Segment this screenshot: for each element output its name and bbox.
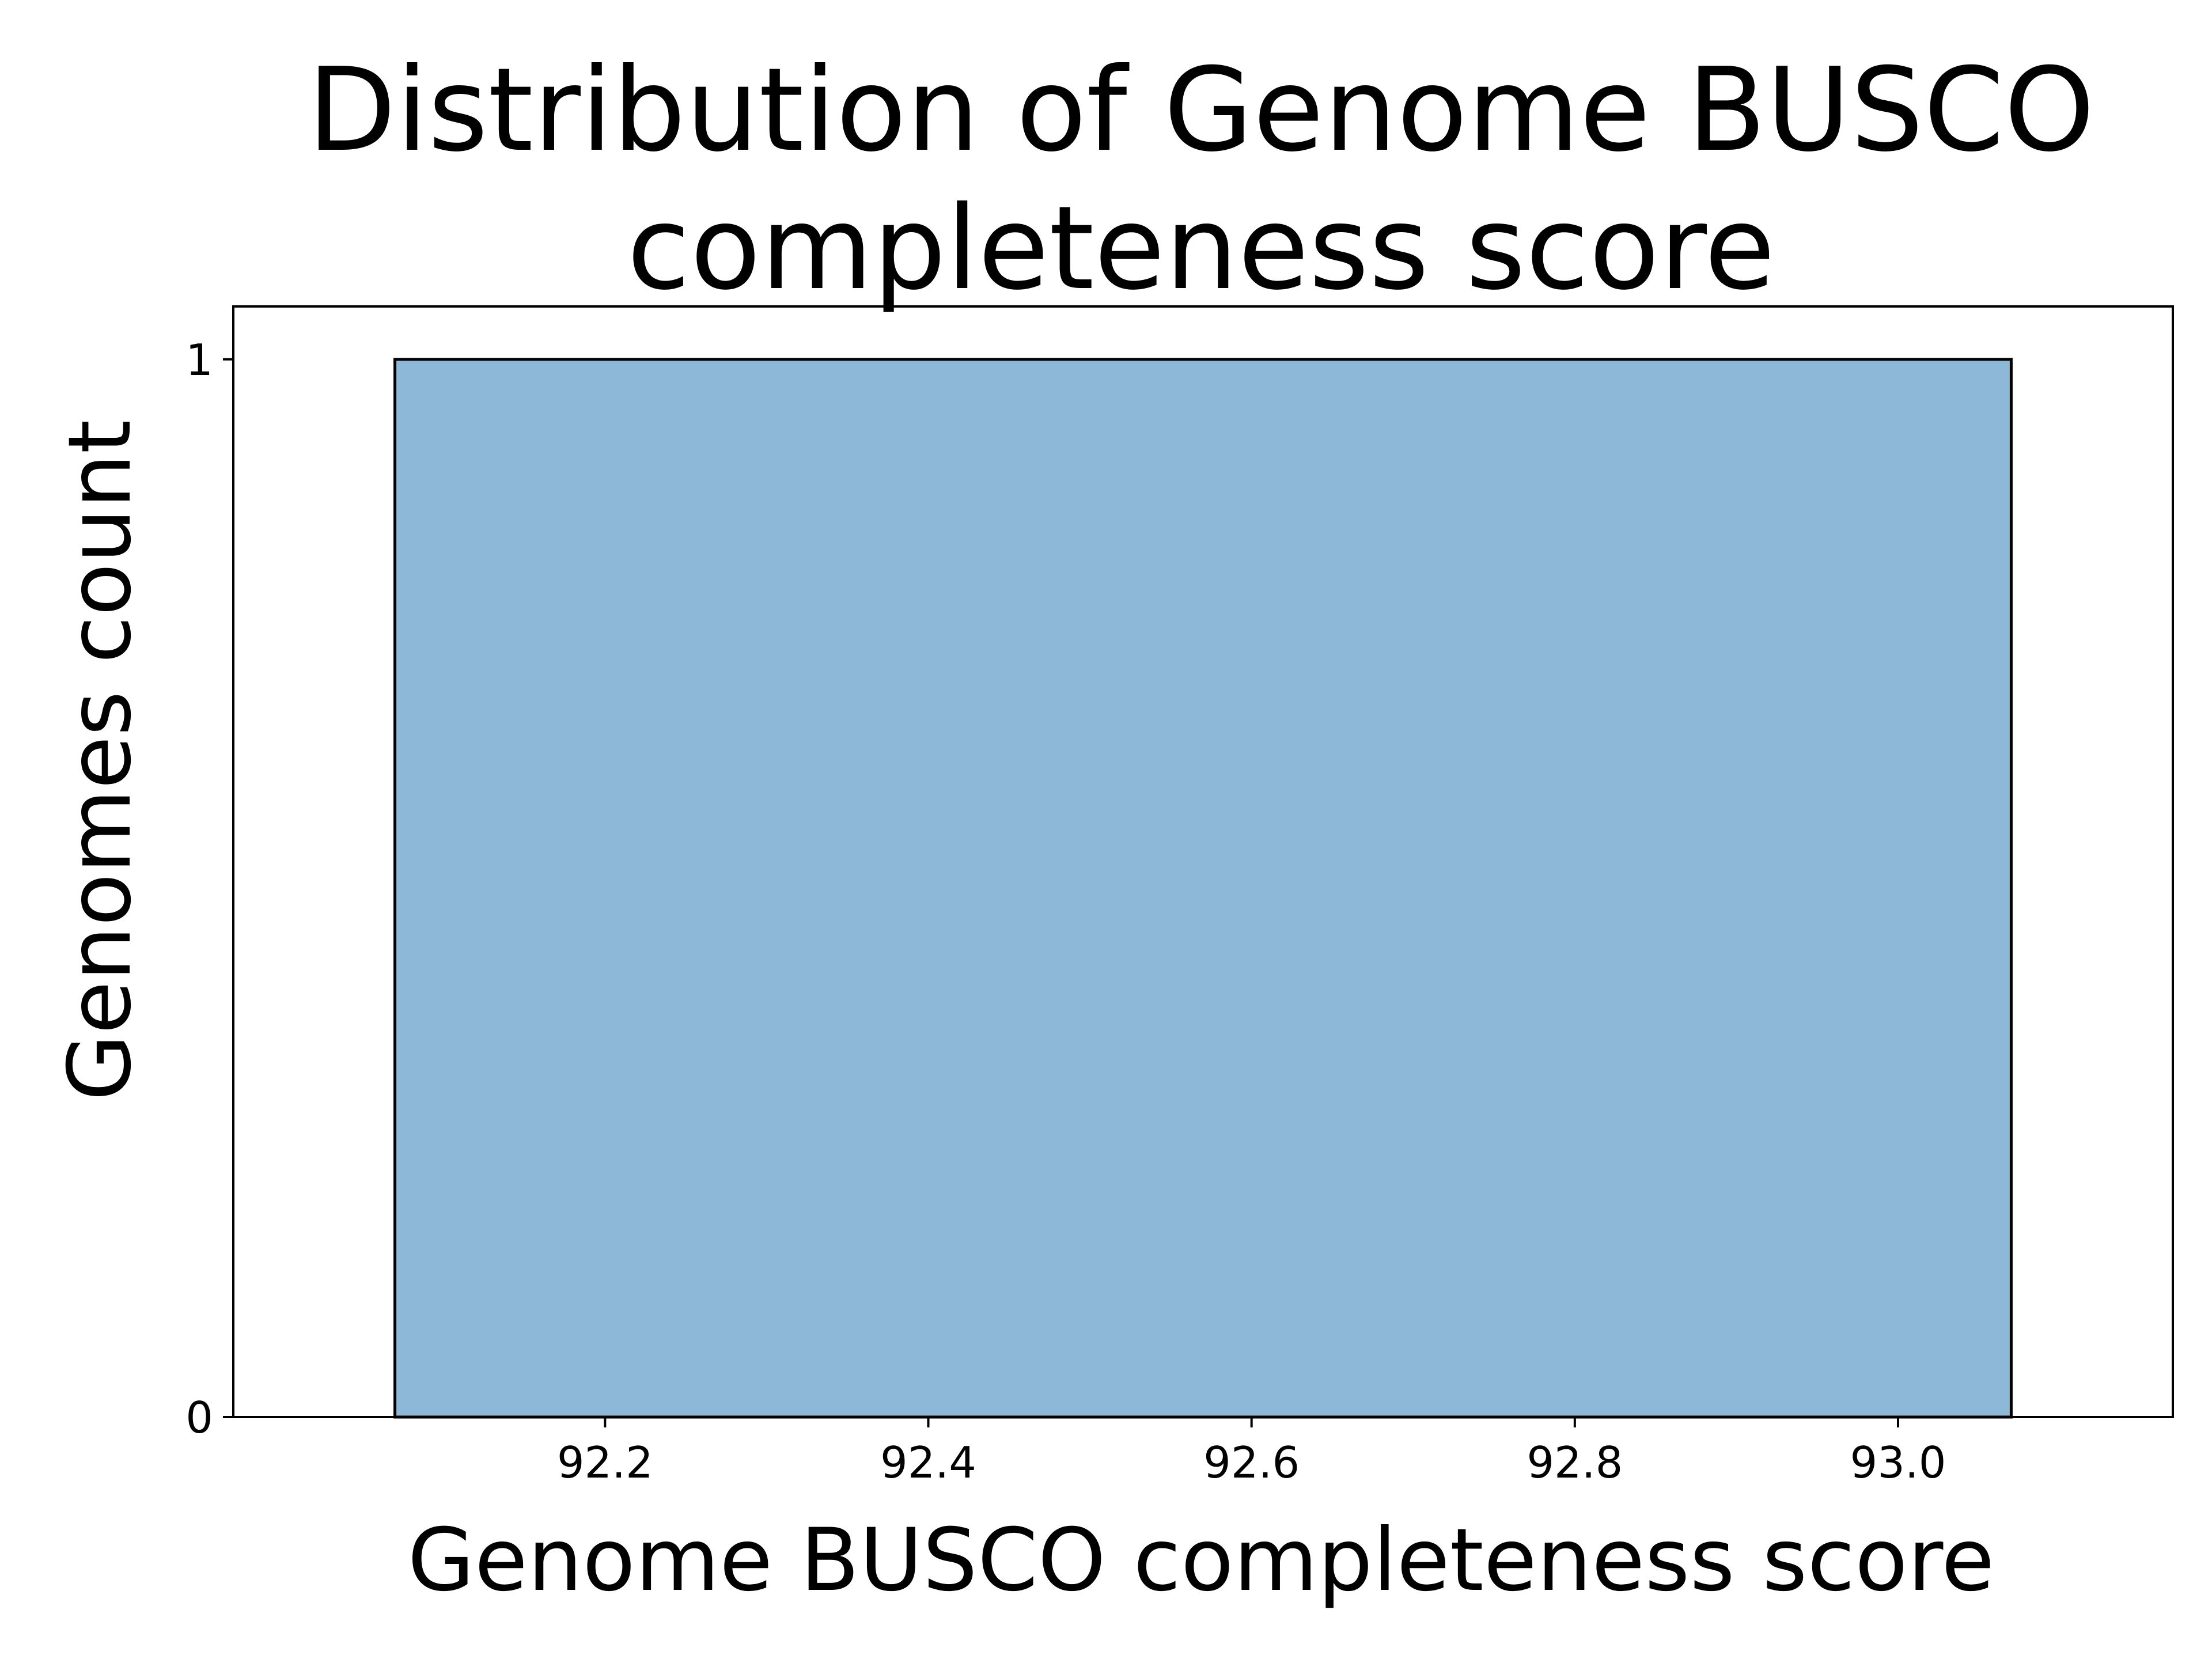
- bars: [393, 358, 2013, 1419]
- x-tick-label: 92.6: [1203, 1437, 1300, 1488]
- chart-title-line-2: completeness score: [627, 181, 1775, 316]
- y-tick-label: 1: [185, 335, 213, 385]
- y-axis-ticks: 01: [185, 335, 233, 1443]
- chart-title: Distribution of Genome BUSCO completenes…: [308, 43, 2095, 316]
- x-axis-label: Genome BUSCO completeness score: [408, 1510, 1995, 1611]
- x-axis-ticks: 92.2 92.4 92.6 92.8 93.0: [557, 1417, 1946, 1488]
- plot-area-frame: [232, 305, 2174, 1418]
- x-tick-label: 92.8: [1527, 1437, 1623, 1488]
- y-axis-label: Genomes count: [50, 420, 150, 1101]
- histogram-bar: [393, 358, 2013, 1419]
- x-tick-label: 92.2: [557, 1437, 653, 1488]
- x-tick-label: 92.4: [880, 1437, 976, 1488]
- chart-title-line-1: Distribution of Genome BUSCO: [308, 43, 2095, 177]
- x-tick-label: 93.0: [1850, 1437, 1946, 1488]
- y-tick-label: 0: [185, 1392, 213, 1443]
